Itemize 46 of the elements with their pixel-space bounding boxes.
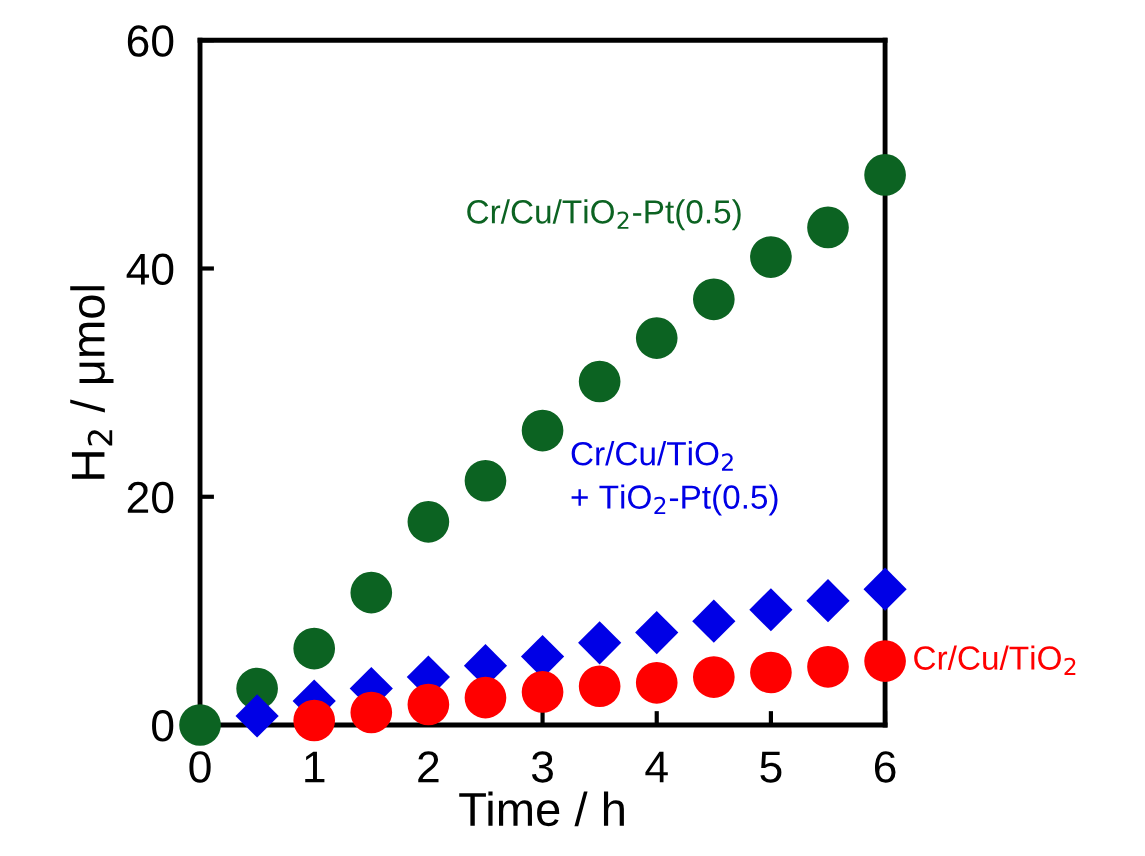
point [864, 154, 906, 196]
point [235, 694, 279, 738]
point [578, 621, 622, 665]
point [464, 676, 507, 719]
point [407, 683, 450, 726]
point [864, 640, 906, 682]
series-label: Cr/Cu/TiO$_{2}$ [914, 645, 1076, 676]
point [692, 656, 735, 698]
point [350, 691, 393, 734]
x-tick-label: 6 [874, 751, 896, 783]
text: Cr/Cu/TiO$_{2}$ + TiO$_{2}$-Pt(0.5) [571, 441, 778, 516]
point [293, 627, 336, 670]
point [293, 699, 336, 742]
x-tick-label: 0 [189, 751, 211, 783]
point [635, 661, 678, 704]
point [749, 588, 793, 632]
point [578, 360, 621, 403]
x-tick-label: 3 [531, 751, 553, 783]
point [635, 610, 679, 655]
x-tick-label: 1 [305, 751, 325, 783]
point [750, 236, 792, 278]
point [806, 579, 850, 623]
x-tick-label: 4 [645, 751, 668, 783]
y-tick-label: 60 [127, 25, 174, 57]
point [750, 651, 792, 694]
point [692, 599, 736, 643]
x-tick-label: 2 [418, 751, 439, 783]
x-tick-label: 5 [760, 751, 782, 783]
point [350, 571, 393, 614]
point [464, 459, 507, 502]
y-tick-label: 0 [152, 710, 174, 742]
point [521, 409, 564, 452]
point [863, 567, 907, 611]
point [179, 704, 221, 746]
x-axis-title: Time / h [459, 791, 624, 827]
point [578, 665, 621, 708]
point [407, 501, 450, 543]
y-tick-label: 20 [127, 481, 174, 514]
series-label: Cr/Cu/TiO$_{2}$-Pt(0.5) [467, 199, 741, 231]
y-axis-title: H$_{2}$ / μmol [70, 286, 114, 479]
point [521, 671, 564, 713]
y-tick-label: 40 [126, 253, 174, 286]
point [692, 278, 735, 321]
point [807, 206, 849, 249]
point [807, 645, 849, 688]
point [635, 317, 678, 359]
